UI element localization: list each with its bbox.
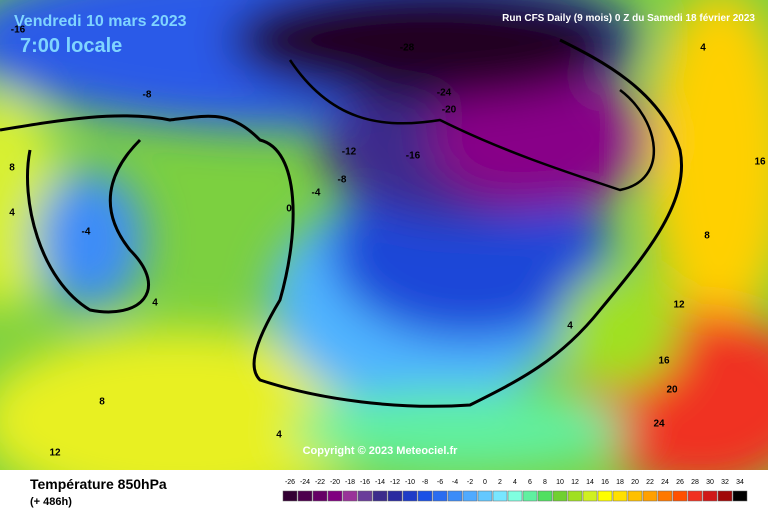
colorbar-label: -12 [390, 479, 400, 486]
colorbar-label: 32 [721, 479, 729, 486]
colorbar-swatch [552, 490, 568, 502]
variable-name: Température 850hPa [30, 476, 167, 492]
colorbar-label: 8 [543, 479, 547, 486]
colorbar-swatch [597, 490, 613, 502]
contour-label: 8 [99, 397, 105, 408]
colorbar-swatch [492, 490, 508, 502]
colorbar-swatch [567, 490, 583, 502]
contour-label: 24 [653, 419, 665, 430]
colorbar-label: -18 [345, 479, 355, 486]
colorbar-label: -14 [375, 479, 385, 486]
colorbar-swatch [702, 490, 718, 502]
contour-label: -4 [312, 188, 321, 199]
colorbar-swatch [462, 490, 478, 502]
contour-label: 8 [9, 163, 15, 174]
colorbar-label: 16 [601, 479, 609, 486]
colorbar-label: 4 [513, 479, 517, 486]
contour-label: 20 [666, 385, 678, 396]
colorbar-label: 10 [556, 479, 564, 486]
contour-label: 12 [49, 448, 61, 459]
colorbar-swatch [432, 490, 448, 502]
colorbar-label: -2 [467, 479, 473, 486]
contour-label: 8 [704, 231, 710, 242]
colorbar-label: -16 [360, 479, 370, 486]
contour-label: 16 [754, 157, 766, 168]
contour-label: -24 [437, 88, 452, 99]
contour-line [288, 59, 656, 192]
colorbar-label: 24 [661, 479, 669, 486]
colorbar-swatch [312, 490, 328, 502]
colorbar-label: -8 [422, 479, 428, 486]
colorbar-swatch [507, 490, 523, 502]
colorbar-label: 0 [483, 479, 487, 486]
colorbar-label: 12 [571, 479, 579, 486]
colorbar-swatch [537, 490, 553, 502]
contour-label: 4 [9, 208, 15, 219]
contour-label: -28 [400, 43, 415, 54]
copyright: Copyright © 2023 Meteociel.fr [303, 445, 459, 457]
contour-label: 16 [658, 356, 670, 367]
colorbar-label: 18 [616, 479, 624, 486]
colorbar-swatch [372, 490, 388, 502]
colorbar-swatch [642, 490, 658, 502]
colorbar-swatch [297, 490, 313, 502]
colorbar-label: 28 [691, 479, 699, 486]
run-info: Run CFS Daily (9 mois) 0 Z du Samedi 18 … [502, 13, 755, 24]
colorbar-label: -26 [285, 479, 295, 486]
colorbar-swatch [447, 490, 463, 502]
colorbar-swatch [627, 490, 643, 502]
contour-label: 4 [700, 43, 706, 54]
colorbar-swatch [417, 490, 433, 502]
colorbar-label: -4 [452, 479, 458, 486]
contour-label: -8 [338, 175, 347, 186]
colorbar-swatch [732, 490, 748, 502]
colorbar-label: -24 [300, 479, 310, 486]
map-time: 7:00 locale [20, 35, 122, 57]
colorbar-swatch [522, 490, 538, 502]
contour-label: 4 [567, 321, 573, 332]
contour-label: -16 [406, 151, 421, 162]
colorbar-swatch [282, 490, 298, 502]
contour-label: 0 [286, 204, 292, 215]
colorbar-swatch [687, 490, 703, 502]
colorbar-label: 2 [498, 479, 502, 486]
colorbar-label: -6 [437, 479, 443, 486]
colorbar-swatch [357, 490, 373, 502]
contour-label: -20 [442, 105, 457, 116]
colorbar-swatch [672, 490, 688, 502]
colorbar-label: 14 [586, 479, 594, 486]
colorbar-swatch [342, 490, 358, 502]
contour-label: -12 [342, 147, 357, 158]
colorbar-label: 26 [676, 479, 684, 486]
colorbar-swatch [717, 490, 733, 502]
colorbar-swatch [387, 490, 403, 502]
colorbar-label: 22 [646, 479, 654, 486]
contour-line [0, 38, 683, 408]
colorbar-swatch [477, 490, 493, 502]
colorbar-label: 34 [736, 479, 744, 486]
contour-label: -4 [82, 227, 91, 238]
colorbar-label: 30 [706, 479, 714, 486]
colorbar-label: -10 [405, 479, 415, 486]
contour-label: -8 [143, 90, 152, 101]
contour-label: 4 [276, 430, 282, 441]
colorbar-label: -20 [330, 479, 340, 486]
contour-label: 12 [673, 300, 685, 311]
colorbar-swatch [402, 490, 418, 502]
map-date: Vendredi 10 mars 2023 [14, 13, 187, 30]
colorbar-swatch [327, 490, 343, 502]
colorbar-label: -22 [315, 479, 325, 486]
contour-label: 4 [152, 298, 158, 309]
colorbar-label: 20 [631, 479, 639, 486]
colorbar-swatch [612, 490, 628, 502]
contour-label: -16 [11, 25, 26, 36]
contour-line [26, 138, 150, 314]
colorbar-swatch [657, 490, 673, 502]
colorbar-label: 6 [528, 479, 532, 486]
lead-time: (+ 486h) [30, 496, 72, 508]
colorbar-swatch [582, 490, 598, 502]
